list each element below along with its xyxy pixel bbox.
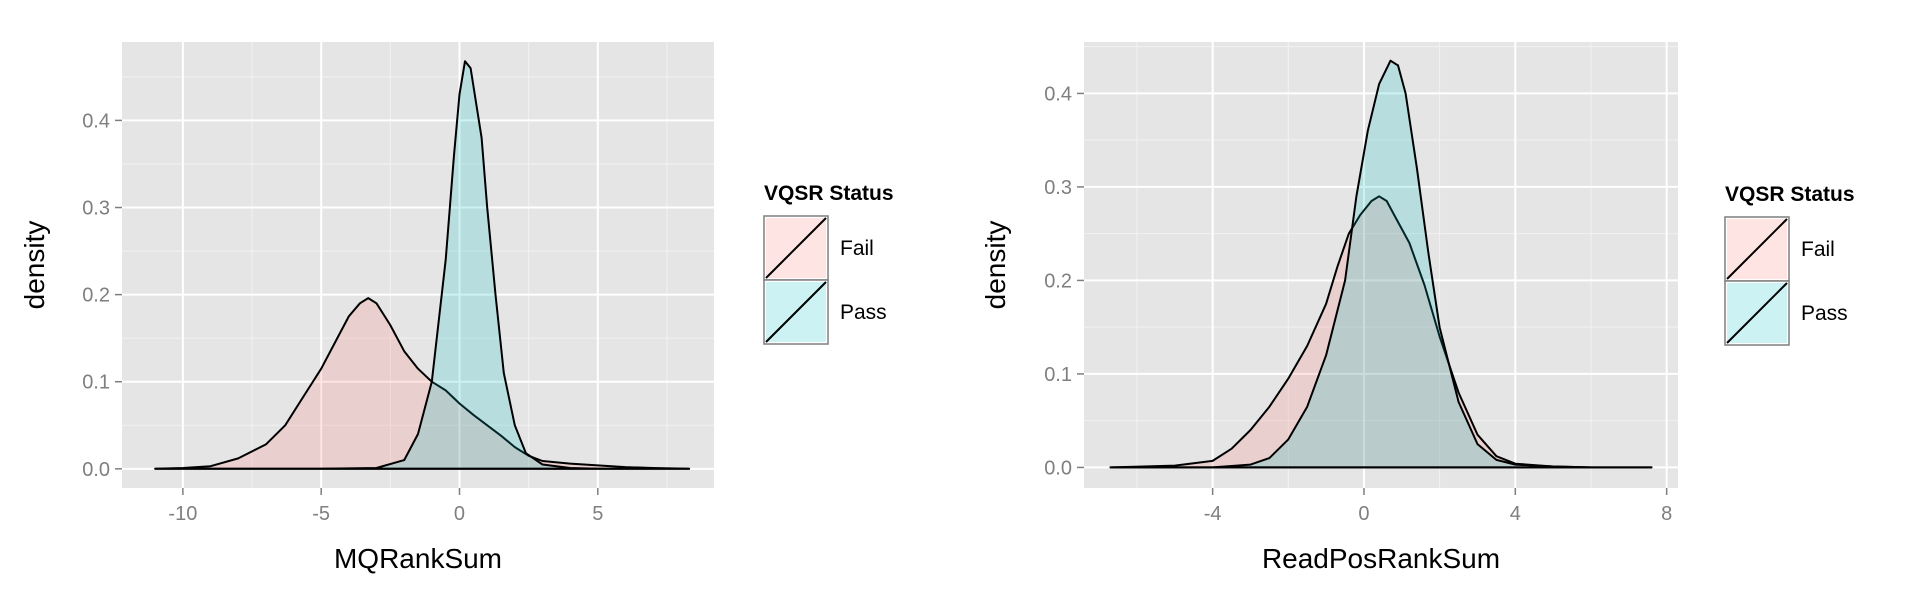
legend: VQSR Status Fail Pass xyxy=(763,182,894,345)
legend-key-slash xyxy=(765,217,827,279)
x-tick-label: 8 xyxy=(1661,503,1672,525)
density-area-pass xyxy=(1109,59,1653,469)
y-tick-label: 0.3 xyxy=(1044,177,1072,199)
x-axis-title: MQRankSum xyxy=(334,543,502,574)
legend-key-slash xyxy=(765,281,827,343)
x-tick-label: 5 xyxy=(592,503,603,525)
x-tick-label: 0 xyxy=(1358,503,1369,525)
y-tick-label: 0.2 xyxy=(82,285,110,307)
x-axis-title: ReadPosRankSum xyxy=(1262,543,1500,574)
plot-panel xyxy=(122,42,714,488)
density-area-pass xyxy=(154,60,691,470)
legend-label-fail: Fail xyxy=(1801,238,1835,261)
legend-key-slash xyxy=(1726,218,1788,280)
legend-label-fail: Fail xyxy=(840,237,874,260)
x-tick-label: 4 xyxy=(1510,503,1521,525)
chart-1: -10 -5 0 5 0.0 0.1 0.2 0.3 0.4 MQRankSum density VQ… xyxy=(19,42,894,574)
y-tick-label: 0.0 xyxy=(1044,457,1072,479)
y-axis-title: density xyxy=(980,221,1011,310)
y-tick-label: 0.4 xyxy=(1044,83,1072,105)
x-tick-label: 0 xyxy=(454,503,465,525)
y-tick-label: 0.3 xyxy=(82,198,110,220)
y-axis-title: density xyxy=(19,221,50,310)
y-tick-label: 0.0 xyxy=(82,459,110,481)
y-tick-label: 0.1 xyxy=(82,372,110,394)
chart-2: -4 0 4 8 0.0 0.1 0.2 0.3 0.4 ReadPosRankSum densit… xyxy=(980,42,1855,574)
y-tick-label: 0.4 xyxy=(82,110,110,132)
x-tick-label: -4 xyxy=(1204,503,1222,525)
density-area-fail xyxy=(154,297,691,470)
legend-label-pass: Pass xyxy=(1801,302,1848,325)
legend: VQSR Status Fail Pass xyxy=(1724,183,1855,346)
y-tick-label: 0.2 xyxy=(1044,270,1072,292)
plot-panel xyxy=(1084,42,1678,488)
legend-key-slash xyxy=(1726,282,1788,344)
legend-title: VQSR Status xyxy=(1725,183,1855,206)
x-tick-label: -10 xyxy=(168,503,197,525)
x-tick-label: -5 xyxy=(312,503,330,525)
y-tick-label: 0.1 xyxy=(1044,364,1072,386)
density-area-fail xyxy=(1109,195,1653,469)
legend-label-pass: Pass xyxy=(840,301,887,324)
legend-title: VQSR Status xyxy=(764,182,894,205)
